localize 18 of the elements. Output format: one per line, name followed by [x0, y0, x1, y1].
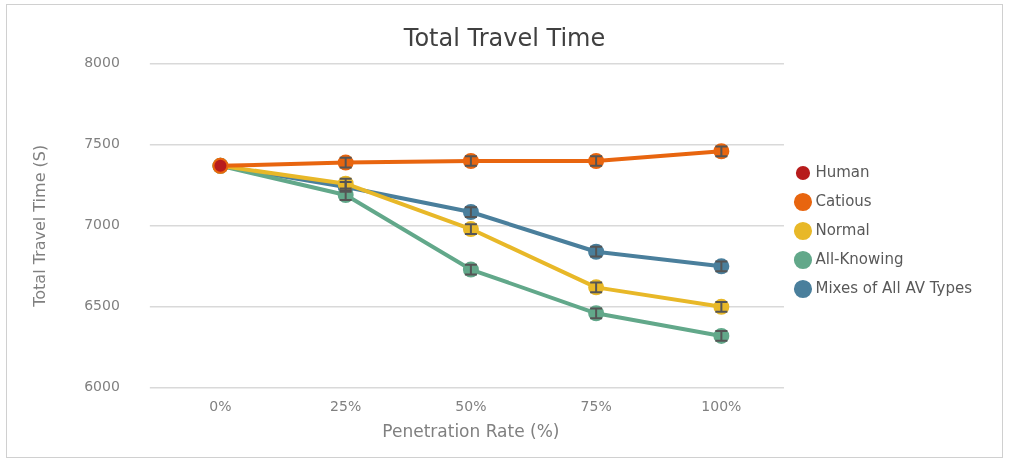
x-tick-label: 50% — [455, 397, 487, 414]
y-tick-label: 7500 — [84, 135, 120, 152]
legend-label: Normal — [815, 220, 870, 239]
x-tick-label: 75% — [580, 397, 612, 414]
legend-label: Mixes of All AV Types — [815, 278, 973, 297]
chart-title: Total Travel Time — [402, 23, 606, 52]
y-axis-title: Total Travel Time (S) — [29, 144, 49, 308]
legend-label: All-Knowing — [815, 249, 904, 268]
y-tick-label: 8000 — [84, 54, 120, 71]
x-tick-label: 0% — [209, 397, 232, 414]
y-tick-label: 6500 — [84, 297, 120, 314]
x-axis-title: Penetration Rate (%) — [382, 421, 560, 442]
y-tick-label: 7000 — [84, 216, 120, 233]
y-tick-label: 6000 — [84, 378, 120, 395]
legend-label: Human — [815, 162, 870, 181]
legend-label: Catious — [815, 191, 872, 210]
x-tick-label: 25% — [330, 397, 362, 414]
x-tick-label: 100% — [701, 397, 742, 414]
